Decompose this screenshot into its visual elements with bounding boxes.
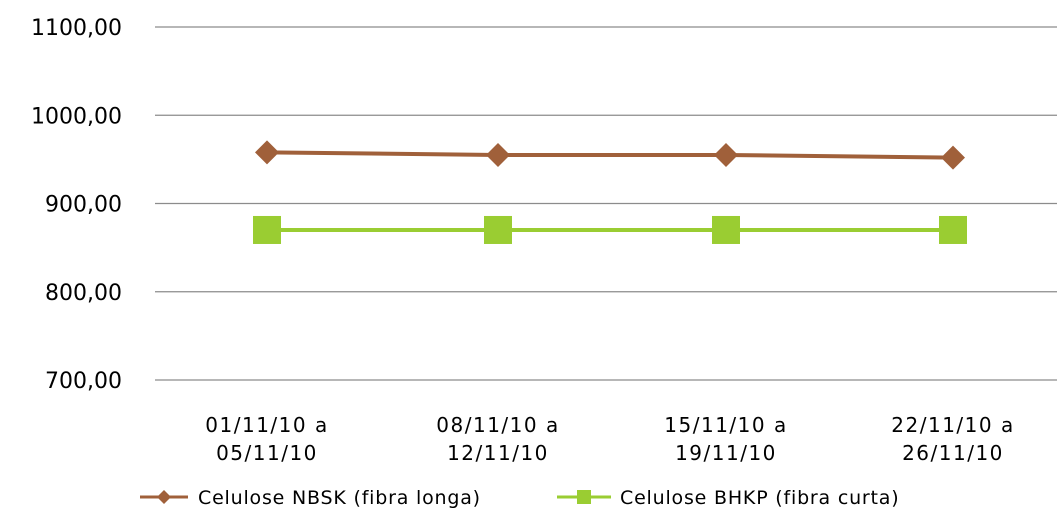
data-point-square (712, 216, 740, 244)
x-tick-label: 01/11/10 a (205, 413, 328, 437)
series-line (267, 152, 953, 157)
data-point-diamond (714, 143, 738, 167)
y-tick-label: 800,00 (45, 281, 122, 306)
legend-item: Celulose NBSK (fibra longa) (140, 487, 481, 509)
data-point-diamond (941, 146, 965, 170)
legend-marker-square (577, 490, 591, 504)
legend-marker-diamond (157, 490, 171, 504)
series-1 (255, 140, 965, 169)
legend-label: Celulose BHKP (fibra curta) (620, 487, 899, 509)
data-point-diamond (255, 140, 279, 164)
series-layer (253, 140, 967, 244)
gridlines (155, 27, 1057, 380)
legend: Celulose NBSK (fibra longa) Celulose BHKP… (140, 487, 899, 509)
y-tick-label: 1100,00 (31, 16, 122, 41)
data-point-square (253, 216, 281, 244)
y-tick-label: 700,00 (45, 369, 122, 394)
x-tick-label: 05/11/10 (216, 441, 318, 465)
data-point-square (484, 216, 512, 244)
y-tick-label: 900,00 (45, 193, 122, 218)
x-tick-label: 22/11/10 a (891, 413, 1014, 437)
y-axis-tick-labels: 700,00 800,00 900,00 1000,00 1100,00 (31, 16, 122, 394)
y-tick-label: 1000,00 (31, 104, 122, 129)
x-tick-label: 12/11/10 (447, 441, 549, 465)
data-point-square (939, 216, 967, 244)
x-tick-label: 08/11/10 a (436, 413, 559, 437)
data-point-diamond (486, 143, 510, 167)
legend-label: Celulose NBSK (fibra longa) (198, 487, 481, 509)
x-tick-label: 19/11/10 (675, 441, 777, 465)
x-axis-tick-labels: 01/11/10 a 05/11/10 08/11/10 a 12/11/10 15/1… (205, 413, 1014, 465)
legend-item: Celulose BHKP (fibra curta) (557, 487, 899, 509)
x-tick-label: 15/11/10 a (664, 413, 787, 437)
x-tick-label: 26/11/10 (902, 441, 1004, 465)
series-2 (253, 216, 967, 244)
